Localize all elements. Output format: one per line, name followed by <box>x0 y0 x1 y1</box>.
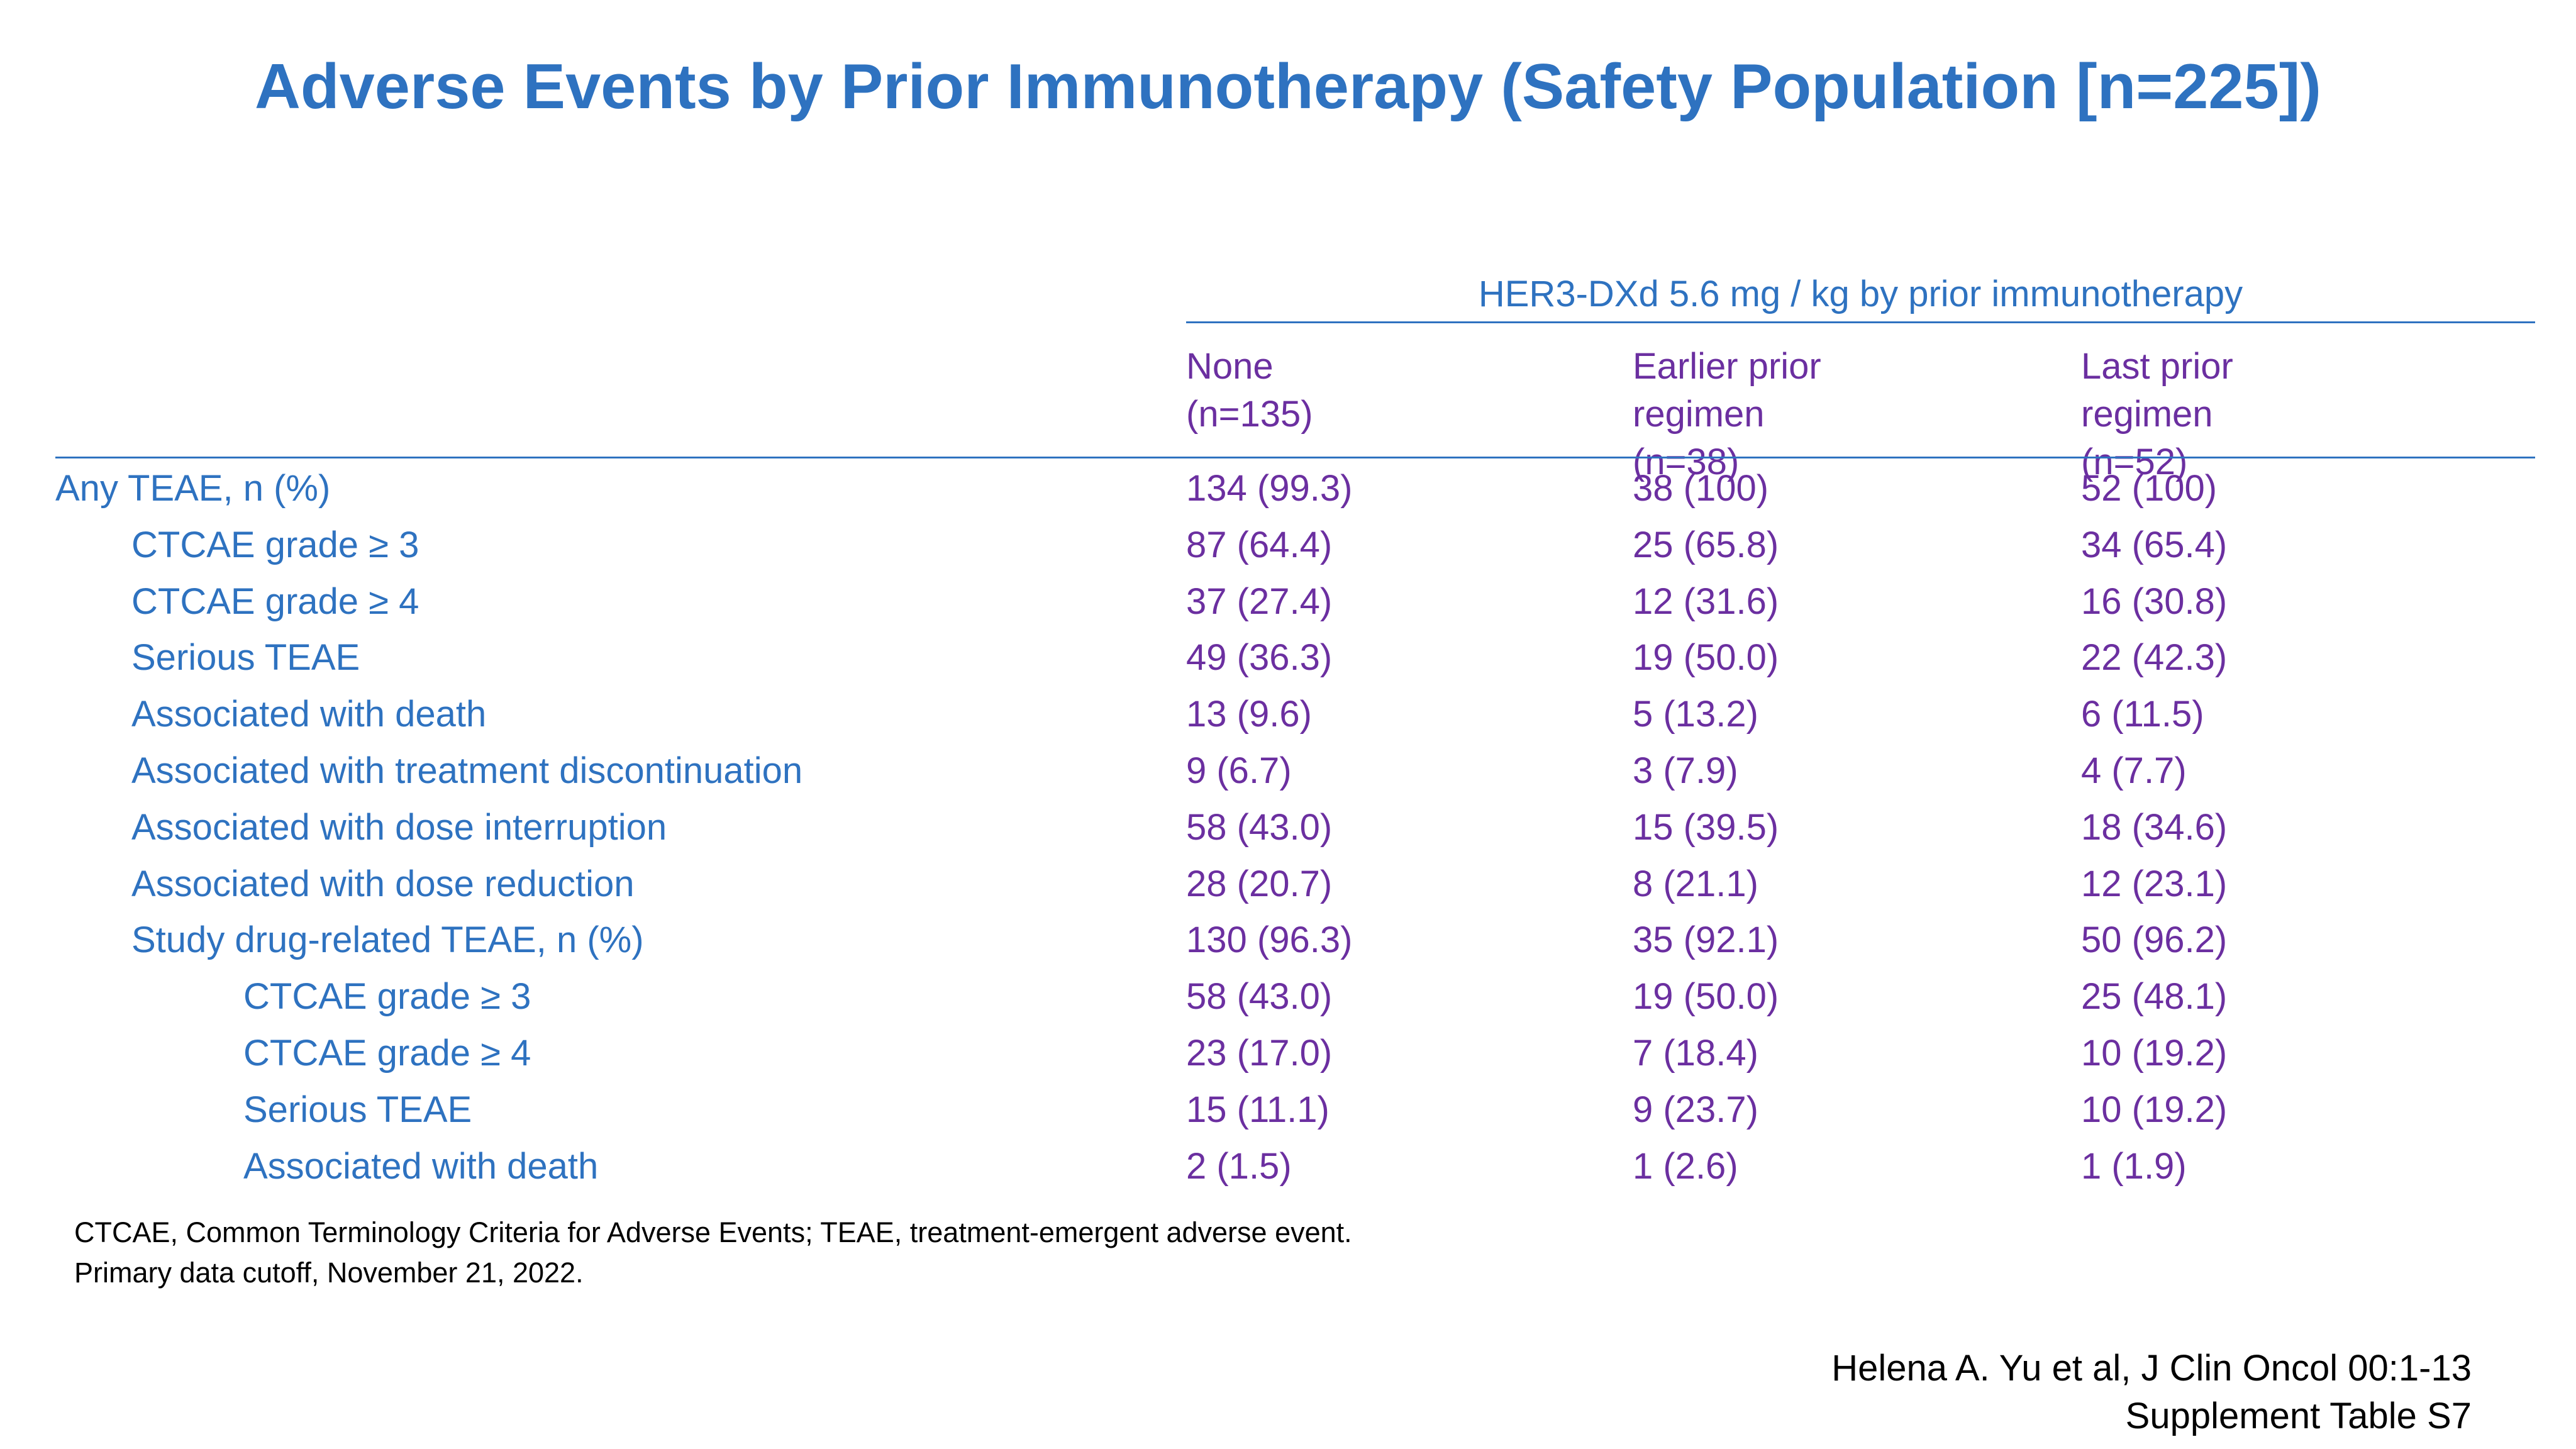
column-header-none: None (n=135) <box>1186 343 1313 438</box>
table-row: Associated with dose interruption 58 (43.… <box>0 800 2576 855</box>
column-header-line: regimen <box>2081 394 2213 435</box>
row-label: CTCAE grade ≥ 3 <box>131 525 419 565</box>
row-value: 37 (27.4) <box>1186 581 1333 622</box>
row-value: 34 (65.4) <box>2081 525 2228 565</box>
column-header-line: Earlier prior <box>1633 346 1821 387</box>
row-value: 134 (99.3) <box>1186 468 1353 509</box>
row-value: 22 (42.3) <box>2081 637 2228 678</box>
row-label: Associated with death <box>243 1146 599 1187</box>
row-value: 38 (100) <box>1633 468 1769 509</box>
table-row: Serious TEAE 49 (36.3) 19 (50.0) 22 (42.3) <box>0 630 2576 686</box>
row-value: 12 (23.1) <box>2081 863 2228 904</box>
column-header-line: (n=38) <box>1633 441 1740 482</box>
row-value: 1 (1.9) <box>2081 1146 2187 1187</box>
row-value: 8 (21.1) <box>1633 863 1758 904</box>
row-value: 13 (9.6) <box>1186 694 1312 735</box>
citation-line: Supplement Table S7 <box>2125 1396 2472 1436</box>
citation: Helena A. Yu et al, J Clin Oncol 00:1-13… <box>1831 1345 2472 1440</box>
column-header-last-prior: Last prior regimen (n=52) <box>2081 343 2233 486</box>
row-label: Serious TEAE <box>243 1089 472 1130</box>
citation-line: Helena A. Yu et al, J Clin Oncol 00:1-13 <box>1831 1348 2472 1389</box>
row-value: 23 (17.0) <box>1186 1033 1333 1074</box>
table-row: Associated with death 2 (1.5) 1 (2.6) 1 (1.… <box>0 1139 2576 1194</box>
row-value: 9 (23.7) <box>1633 1089 1758 1130</box>
footnote-line: CTCAE, Common Terminology Criteria for A… <box>74 1216 1352 1248</box>
row-value: 1 (2.6) <box>1633 1146 1738 1187</box>
row-value: 16 (30.8) <box>2081 581 2228 622</box>
row-label: CTCAE grade ≥ 4 <box>243 1033 531 1074</box>
row-value: 15 (39.5) <box>1633 807 1779 848</box>
row-value: 4 (7.7) <box>2081 750 2187 791</box>
row-value: 10 (19.2) <box>2081 1089 2228 1130</box>
footnote-line: Primary data cutoff, November 21, 2022. <box>74 1257 584 1289</box>
row-value: 50 (96.2) <box>2081 919 2228 960</box>
row-value: 87 (64.4) <box>1186 525 1333 565</box>
column-spanner: HER3-DXd 5.6 mg / kg by prior immunother… <box>1478 274 2243 314</box>
row-value: 49 (36.3) <box>1186 637 1333 678</box>
table-row: Study drug-related TEAE, n (%) 130 (96.3)… <box>0 913 2576 968</box>
row-value: 35 (92.1) <box>1633 919 1779 960</box>
row-value: 130 (96.3) <box>1186 919 1353 960</box>
spanner-rule <box>1186 321 2535 323</box>
row-value: 58 (43.0) <box>1186 807 1333 848</box>
row-value: 25 (65.8) <box>1633 525 1779 565</box>
row-label: CTCAE grade ≥ 4 <box>131 581 419 622</box>
column-header-line: Last prior <box>2081 346 2233 387</box>
row-value: 2 (1.5) <box>1186 1146 1292 1187</box>
table-row: CTCAE grade ≥ 3 58 (43.0) 19 (50.0) 25 (48.… <box>0 969 2576 1024</box>
row-label: Associated with dose reduction <box>131 863 635 904</box>
column-header-line: None <box>1186 346 1274 387</box>
column-header-line: regimen <box>1633 394 1765 435</box>
table-row: Any TEAE, n (%) 134 (99.3) 38 (100) 52 (100… <box>0 461 2576 516</box>
table-row: CTCAE grade ≥ 3 87 (64.4) 25 (65.8) 34 (65.… <box>0 518 2576 573</box>
row-label: Serious TEAE <box>131 637 360 678</box>
row-value: 5 (13.2) <box>1633 694 1758 735</box>
row-value: 18 (34.6) <box>2081 807 2228 848</box>
table-row: CTCAE grade ≥ 4 23 (17.0) 7 (18.4) 10 (19.2… <box>0 1026 2576 1081</box>
row-value: 28 (20.7) <box>1186 863 1333 904</box>
row-value: 19 (50.0) <box>1633 637 1779 678</box>
row-label: Associated with dose interruption <box>131 807 667 848</box>
table-row: Associated with treatment discontinuatio… <box>0 743 2576 799</box>
row-value: 9 (6.7) <box>1186 750 1292 791</box>
column-header-line: (n=52) <box>2081 441 2188 482</box>
slide-title: Adverse Events by Prior Immunotherapy (S… <box>254 52 2322 122</box>
row-label: Any TEAE, n (%) <box>55 468 331 509</box>
row-value: 12 (31.6) <box>1633 581 1779 622</box>
row-value: 3 (7.9) <box>1633 750 1738 791</box>
row-value: 52 (100) <box>2081 468 2218 509</box>
table-row: Associated with death 13 (9.6) 5 (13.2) 6 (… <box>0 687 2576 742</box>
table-row: Associated with dose reduction 28 (20.7) 8… <box>0 857 2576 912</box>
row-value: 15 (11.1) <box>1186 1089 1330 1130</box>
header-rule <box>55 457 2535 458</box>
row-value: 7 (18.4) <box>1633 1033 1758 1074</box>
row-label: Associated with death <box>131 694 487 735</box>
row-label: Associated with treatment discontinuatio… <box>131 750 803 791</box>
table-row: Serious TEAE 15 (11.1) 9 (23.7) 10 (19.2) <box>0 1082 2576 1138</box>
table-row: CTCAE grade ≥ 4 37 (27.4) 12 (31.6) 16 (30.… <box>0 574 2576 630</box>
row-label: CTCAE grade ≥ 3 <box>243 976 531 1017</box>
row-value: 25 (48.1) <box>2081 976 2228 1017</box>
footnote: CTCAE, Common Terminology Criteria for A… <box>74 1213 1352 1293</box>
column-header-earlier-prior: Earlier prior regimen (n=38) <box>1633 343 1821 486</box>
row-label: Study drug-related TEAE, n (%) <box>131 919 644 960</box>
row-value: 19 (50.0) <box>1633 976 1779 1017</box>
row-value: 10 (19.2) <box>2081 1033 2228 1074</box>
column-header-line: (n=135) <box>1186 394 1313 435</box>
row-value: 6 (11.5) <box>2081 694 2204 735</box>
row-value: 58 (43.0) <box>1186 976 1333 1017</box>
